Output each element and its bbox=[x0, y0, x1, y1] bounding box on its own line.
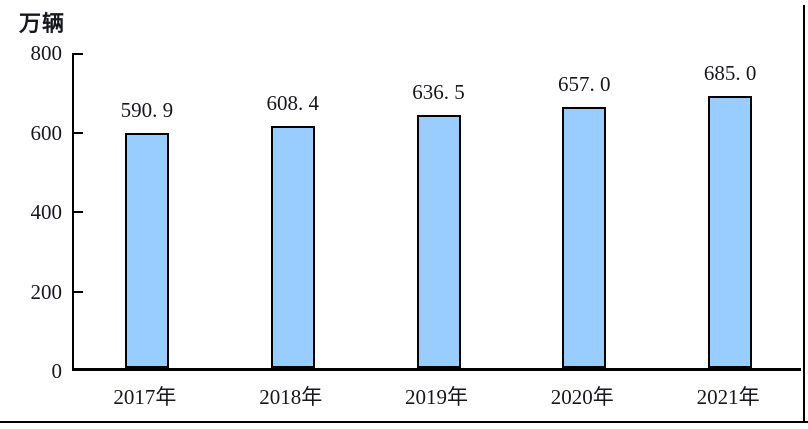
y-axis-tick-label: 400 bbox=[30, 200, 63, 224]
y-axis-tick-mark bbox=[74, 131, 83, 134]
y-axis-tick-label: 600 bbox=[30, 120, 63, 145]
x-axis-tick-label: 2020年 bbox=[550, 385, 614, 409]
x-axis-tick-label: 2017年 bbox=[113, 385, 177, 409]
plot-area: 590. 9 608. 4 636. 5 657. 0 685. 0 bbox=[72, 53, 801, 371]
y-axis-tick-label: 0 bbox=[51, 359, 63, 383]
y-axis-tick-label: 200 bbox=[30, 279, 63, 304]
x-axis-tick-label: 2018年 bbox=[259, 385, 323, 409]
x-axis-tick-label: 2021年 bbox=[696, 385, 760, 409]
bar-value-label: 608. 4 bbox=[266, 91, 319, 116]
y-axis-unit-label: 万辆 bbox=[19, 11, 66, 36]
bar bbox=[708, 95, 753, 368]
y-axis-tick-mark bbox=[74, 53, 83, 55]
bar bbox=[270, 126, 315, 368]
x-axis-tick-label: 2019年 bbox=[405, 385, 468, 409]
bar-value-label: 685. 0 bbox=[703, 60, 757, 85]
bar bbox=[124, 133, 169, 368]
y-axis-tick-label: 800 bbox=[30, 41, 63, 65]
figure-border-bottom bbox=[0, 421, 808, 423]
bar-value-label: 590. 9 bbox=[120, 98, 174, 123]
bar-value-label: 657. 0 bbox=[558, 71, 611, 96]
bar-value-label: 636. 5 bbox=[412, 80, 465, 104]
figure-border-right bbox=[803, 5, 805, 423]
bar bbox=[416, 115, 461, 368]
y-axis-tick-mark bbox=[74, 211, 83, 213]
bar bbox=[562, 106, 607, 368]
y-axis-tick-mark bbox=[74, 290, 83, 293]
